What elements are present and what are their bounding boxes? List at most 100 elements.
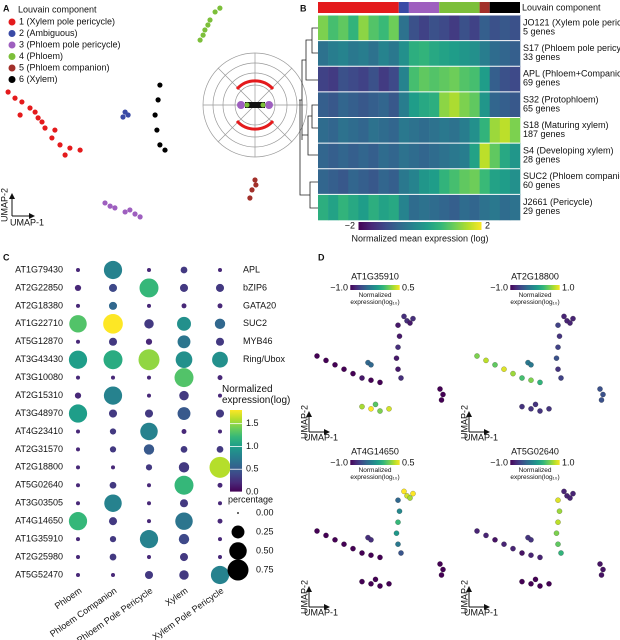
point — [341, 541, 347, 547]
heat-cell — [338, 194, 349, 221]
heat-cell — [408, 194, 420, 221]
dot — [179, 553, 189, 562]
heat-cell — [429, 66, 440, 93]
point — [483, 532, 489, 539]
heat-cell — [449, 117, 460, 144]
heat-cell — [368, 91, 379, 118]
point — [395, 519, 401, 525]
cluster-bar — [479, 2, 490, 13]
heat-cell — [388, 91, 400, 118]
point — [561, 488, 567, 495]
colorbar-label: Normalized expression(log₁₀) — [510, 467, 560, 482]
heat-cell — [318, 15, 329, 41]
heat-cell — [459, 143, 470, 170]
dot — [103, 386, 123, 405]
dot — [108, 283, 118, 292]
point — [393, 355, 400, 361]
heat-cell — [439, 143, 450, 170]
heat-cell — [469, 91, 480, 118]
point — [395, 344, 401, 350]
point — [546, 581, 552, 587]
heat-cell — [429, 117, 440, 144]
point — [368, 362, 374, 368]
dot — [74, 392, 82, 399]
heat-cell — [489, 40, 501, 67]
heat-cell — [368, 143, 379, 170]
heat-cell — [509, 117, 521, 144]
heat-cell — [388, 194, 400, 221]
heat-cell — [429, 168, 440, 195]
dot — [180, 266, 188, 274]
gene-label: AT3G10080 — [15, 372, 63, 382]
point — [532, 401, 539, 408]
legend-label: 4 (Phloem) — [19, 51, 63, 61]
point — [368, 537, 374, 543]
legend-title: Louvain component — [18, 4, 97, 14]
size-legend-label: 0.50 — [256, 545, 274, 555]
dot — [174, 475, 194, 495]
point — [202, 27, 208, 33]
heat-cell — [328, 117, 339, 144]
heat-cell — [338, 66, 349, 93]
dot — [75, 501, 81, 506]
dot — [210, 565, 230, 585]
dot — [69, 315, 87, 333]
point — [102, 200, 108, 206]
heat-cell — [429, 194, 440, 221]
dot — [146, 483, 152, 488]
heat-cell — [378, 40, 389, 67]
dot — [145, 338, 153, 345]
gene-label: AT2G18380 — [15, 300, 63, 310]
point — [32, 109, 38, 115]
dot — [178, 462, 190, 473]
heat-cell — [419, 194, 430, 221]
point — [77, 147, 83, 153]
point — [555, 541, 561, 547]
dot — [146, 375, 152, 380]
legend-swatch — [8, 41, 16, 49]
dot — [217, 482, 223, 488]
point — [377, 379, 383, 386]
dot — [179, 570, 189, 580]
heat-cell — [439, 117, 450, 144]
legend-swatch — [8, 30, 16, 37]
dot — [110, 572, 116, 578]
heat-cell — [449, 168, 460, 195]
gene-label: AT2G31570 — [15, 444, 63, 454]
point — [368, 406, 374, 412]
colorbar-label: Normalized expression(log₁₀) — [510, 292, 560, 307]
heat-cell — [479, 194, 490, 221]
legend-label: 2 (Ambiguous) — [19, 28, 78, 38]
colorbar — [350, 460, 400, 465]
heat-cell — [358, 91, 369, 118]
size-legend-dot — [231, 525, 245, 539]
heat-cell — [328, 168, 339, 195]
colorbar-tick-label: 1.0 — [562, 457, 575, 467]
dot — [109, 428, 117, 435]
point — [125, 112, 131, 118]
heat-cell — [509, 91, 521, 118]
dot — [103, 350, 123, 370]
dot — [217, 267, 223, 273]
row-label: S32 (Protophloem) — [523, 94, 599, 104]
colorbar-tick-label: 0.5 — [246, 464, 259, 474]
point — [27, 105, 33, 111]
heat-cell — [338, 117, 349, 144]
gene-label: AT1G22710 — [15, 318, 63, 328]
heat-cell — [489, 194, 501, 221]
point — [341, 366, 347, 372]
heat-cell — [328, 143, 339, 170]
y-axis-label: UMAP-2 — [459, 405, 469, 439]
heat-cell — [449, 66, 460, 93]
colorbar — [350, 285, 400, 290]
heat-cell — [499, 15, 511, 41]
heat-cell — [408, 15, 420, 41]
size-legend-dot — [229, 542, 247, 560]
point — [386, 406, 392, 412]
size-legend-title: percentage — [228, 494, 273, 504]
point — [410, 315, 416, 322]
heat-cell — [489, 66, 501, 93]
heat-cell — [439, 194, 450, 221]
row-gene-count: 5 genes — [523, 26, 556, 36]
